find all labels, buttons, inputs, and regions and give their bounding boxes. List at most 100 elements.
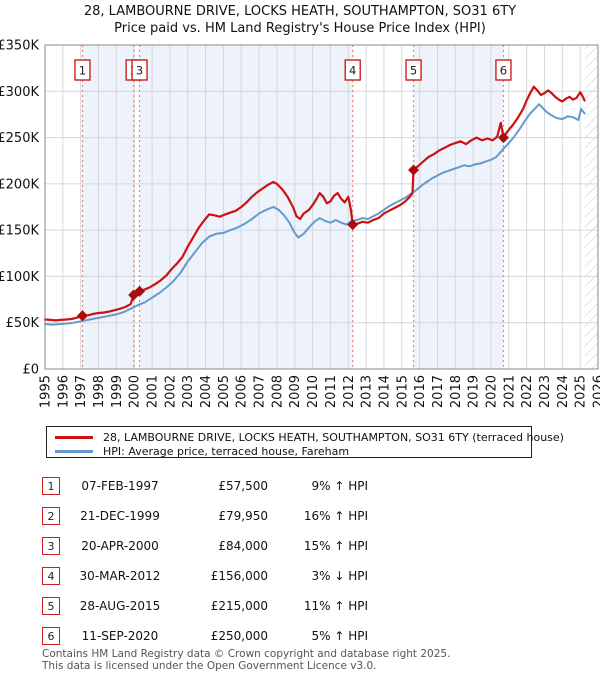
svg-text:£300K: £300K <box>0 85 39 100</box>
svg-text:1998: 1998 <box>92 375 107 408</box>
ownership-bands <box>82 45 504 369</box>
sale-price: £57,500 <box>218 479 268 493</box>
svg-text:2019: 2019 <box>467 375 482 408</box>
svg-text:2000: 2000 <box>128 375 143 408</box>
legend-label-hpi: HPI: Average price, terraced house, Fare… <box>103 444 350 458</box>
sale-flag-number: 3 <box>136 64 143 78</box>
sale-hpi-delta: 16% ↑ HPI <box>303 509 368 523</box>
svg-text:2025: 2025 <box>574 375 589 408</box>
sale-hpi-delta: 11% ↑ HPI <box>303 599 368 613</box>
svg-text:2018: 2018 <box>449 375 464 408</box>
svg-text:£350K: £350K <box>0 39 39 54</box>
future-hatch-band <box>584 45 598 369</box>
svg-text:2024: 2024 <box>556 375 571 408</box>
svg-text:2009: 2009 <box>288 375 303 408</box>
footer-line-1: Contains HM Land Registry data © Crown c… <box>42 648 451 660</box>
sale-price: £250,000 <box>210 629 268 643</box>
sale-flags: 123456 <box>74 59 512 81</box>
svg-text:2016: 2016 <box>413 375 428 408</box>
sale-number-badge: 2 <box>42 507 60 525</box>
svg-text:1999: 1999 <box>110 375 125 408</box>
sale-date: 28-AUG-2015 <box>79 599 161 613</box>
sale-date: 11-SEP-2020 <box>81 629 159 643</box>
sale-date: 30-MAR-2012 <box>79 569 161 583</box>
sale-number-badge: 3 <box>42 537 60 555</box>
sale-hpi-delta: 5% ↑ HPI <box>311 629 368 643</box>
sale-price: £84,000 <box>218 539 268 553</box>
sale-price: £215,000 <box>210 599 268 613</box>
svg-text:2020: 2020 <box>484 375 499 408</box>
svg-text:£100K: £100K <box>0 270 39 285</box>
hpi-line <box>44 103 586 326</box>
sale-flag-number: 4 <box>349 64 356 78</box>
chart-title: 28, LAMBOURNE DRIVE, LOCKS HEATH, SOUTHA… <box>83 4 517 19</box>
sale-flag-number: 6 <box>500 64 507 78</box>
sale-flag-3 <box>131 59 148 81</box>
legend-label-property: 28, LAMBOURNE DRIVE, LOCKS HEATH, SOUTHA… <box>103 430 564 444</box>
sale-date-lines <box>81 45 505 369</box>
sale-flag-number: 5 <box>410 64 417 78</box>
svg-text:2002: 2002 <box>163 375 178 408</box>
svg-text:2004: 2004 <box>199 375 214 408</box>
svg-text:£150K: £150K <box>0 224 39 239</box>
sale-price: £156,000 <box>210 569 268 583</box>
sale-marker-1 <box>76 310 88 322</box>
svg-text:£250K: £250K <box>0 131 39 146</box>
svg-text:1995: 1995 <box>39 375 54 408</box>
sale-number-badge: 5 <box>42 597 60 615</box>
svg-text:£0: £0 <box>22 363 39 378</box>
svg-text:2007: 2007 <box>253 375 268 408</box>
sale-number-badge: 1 <box>42 477 60 495</box>
legend-item-property: 28, LAMBOURNE DRIVE, LOCKS HEATH, SOUTHA… <box>55 430 564 444</box>
svg-text:2003: 2003 <box>181 375 196 408</box>
sale-price: £79,950 <box>218 509 268 523</box>
legend-item-hpi: HPI: Average price, terraced house, Fare… <box>55 444 531 458</box>
svg-text:2026: 2026 <box>592 375 600 408</box>
svg-text:£200K: £200K <box>0 177 39 192</box>
sale-row: 1 07-FEB-1997 £57,500 9% ↑ HPI <box>42 471 372 501</box>
license-footer: Contains HM Land Registry data © Crown c… <box>42 648 451 672</box>
svg-text:2021: 2021 <box>502 375 517 408</box>
legend: 28, LAMBOURNE DRIVE, LOCKS HEATH, SOUTHA… <box>46 426 564 458</box>
svg-text:2017: 2017 <box>431 375 446 408</box>
sale-row: 3 20-APR-2000 £84,000 15% ↑ HPI <box>42 531 372 561</box>
sale-number-badge: 4 <box>42 567 60 585</box>
sale-flag-1 <box>74 59 91 81</box>
sale-marker-4 <box>347 219 359 231</box>
svg-text:2005: 2005 <box>217 375 232 408</box>
price-paid-line <box>43 85 586 322</box>
sale-row: 5 28-AUG-2015 £215,000 11% ↑ HPI <box>42 591 372 621</box>
svg-text:2006: 2006 <box>235 375 250 408</box>
sale-hpi-delta: 15% ↑ HPI <box>303 539 368 553</box>
sale-flag-6 <box>495 59 512 81</box>
sale-row: 4 30-MAR-2012 £156,000 3% ↓ HPI <box>42 561 372 591</box>
price-history-chart: 123456£0£50K£100K£150K£200K£250K£300K£35… <box>0 39 600 409</box>
hpi-line-swatch <box>55 449 93 453</box>
svg-text:2015: 2015 <box>395 375 410 408</box>
sales-table: 1 07-FEB-1997 £57,500 9% ↑ HPI 2 21-DEC-… <box>42 471 372 651</box>
sale-row: 6 11-SEP-2020 £250,000 5% ↑ HPI <box>42 621 372 651</box>
sale-markers <box>76 132 509 322</box>
sale-hpi-delta: 9% ↑ HPI <box>311 479 368 493</box>
sale-marker-5 <box>408 164 420 176</box>
sale-date: 21-DEC-1999 <box>80 509 160 523</box>
svg-text:2001: 2001 <box>146 375 161 408</box>
svg-text:2023: 2023 <box>538 375 553 408</box>
y-axis-labels: £0 £50K £100K £150K £200K £250K £300K £350K <box>0 39 39 378</box>
sale-flag-4 <box>344 59 361 81</box>
property-line-swatch <box>55 435 93 439</box>
svg-text:2013: 2013 <box>360 375 375 408</box>
sale-flag-number: 1 <box>79 64 86 78</box>
footer-line-2: This data is licensed under the Open Gov… <box>42 659 377 672</box>
sale-hpi-delta: 3% ↓ HPI <box>311 569 368 583</box>
sale-date: 20-APR-2000 <box>81 539 159 553</box>
x-axis-labels: 1995 1996 1997 1998 1999 2000 2001 2002 2003 2004… <box>39 375 600 408</box>
svg-text:2022: 2022 <box>520 375 535 408</box>
svg-text:2010: 2010 <box>306 375 321 408</box>
sale-date: 07-FEB-1997 <box>81 479 159 493</box>
sale-row: 2 21-DEC-1999 £79,950 16% ↑ HPI <box>42 501 372 531</box>
sale-marker-6 <box>497 132 509 144</box>
svg-text:£50K: £50K <box>6 316 40 331</box>
svg-text:2014: 2014 <box>377 375 392 408</box>
